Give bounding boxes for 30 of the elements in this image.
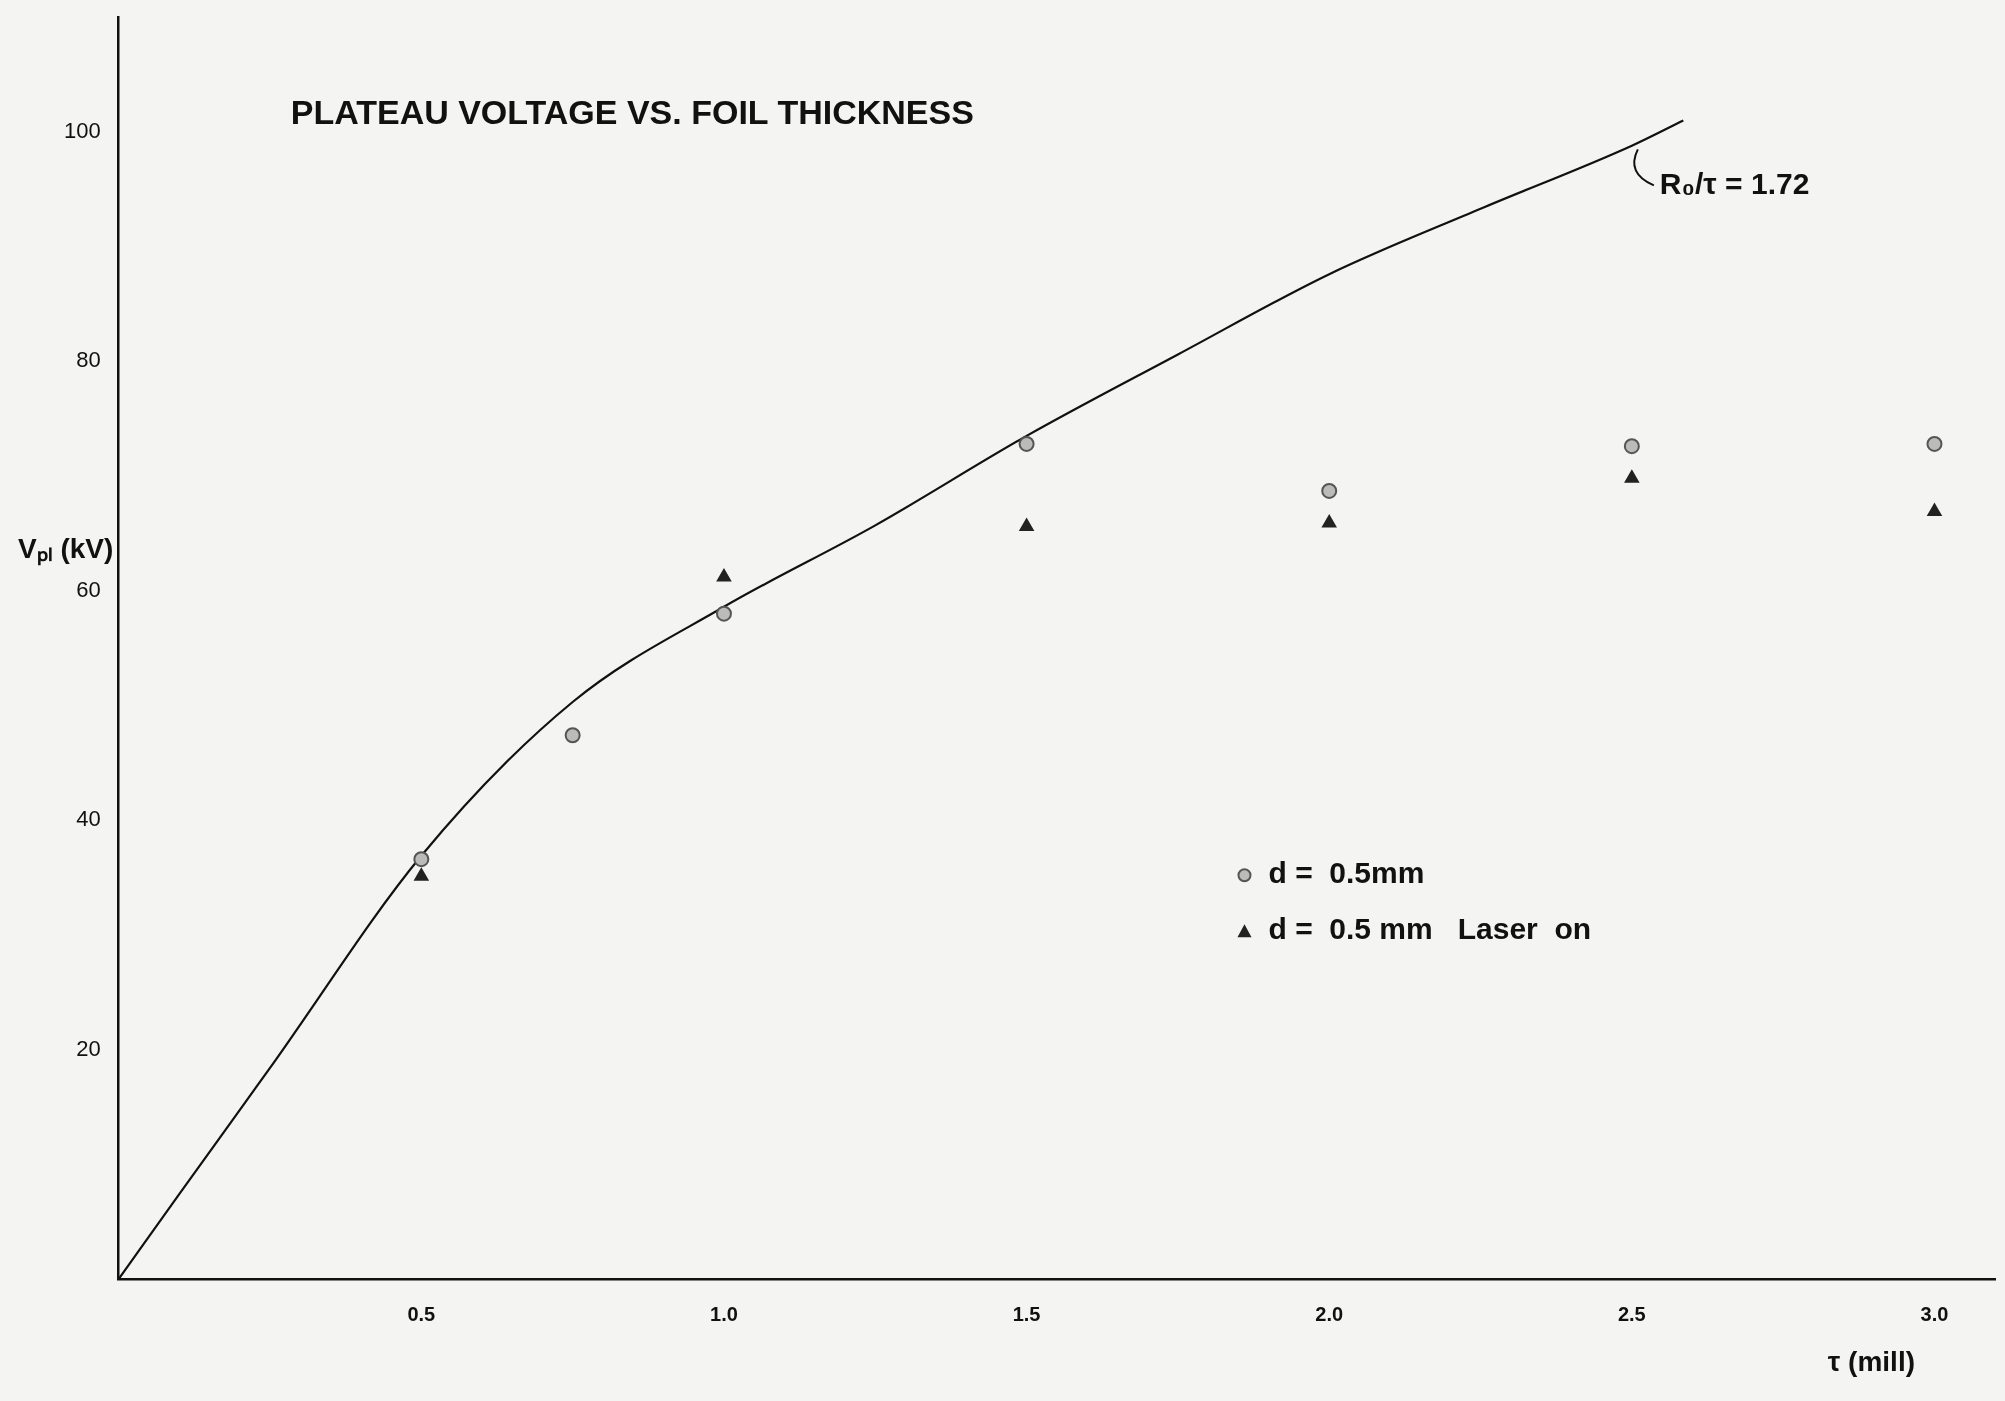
x-tick-label: 1.5 — [1012, 1302, 1041, 1325]
x-axis-title: τ (mill) — [1827, 1345, 1915, 1377]
point — [414, 868, 429, 881]
text: PLATEAU VOLTAGE VS. FOIL THICKNESS — [290, 93, 974, 132]
y-tick-label: 60 — [76, 576, 101, 602]
point — [1624, 470, 1639, 483]
legend-label: d = 0.5mm — [1268, 856, 1425, 890]
point — [564, 727, 581, 744]
legend-label: d = 0.5 mm Laser on — [1268, 912, 1592, 946]
point — [1322, 515, 1337, 528]
x-tick-label: 1.0 — [710, 1302, 738, 1325]
y-tick-label: 20 — [76, 1035, 101, 1061]
point — [716, 568, 732, 582]
x-tick-label: 2.5 — [1617, 1302, 1646, 1325]
y-tick-label: 100 — [63, 117, 101, 143]
point — [715, 605, 732, 622]
annotation: R₀/τ = 1.72 — [1659, 166, 1810, 200]
point — [1018, 435, 1035, 452]
point — [1321, 482, 1338, 499]
point — [413, 851, 430, 868]
x-tick-label: 2.0 — [1315, 1302, 1344, 1325]
y-axis-title: Vₚₗ (kV) — [18, 533, 114, 567]
x-tick-label: 0.5 — [407, 1302, 436, 1325]
point — [1019, 518, 1034, 532]
y-tick-label: 80 — [76, 347, 101, 373]
point — [1623, 438, 1640, 455]
x-tick-label: 3.0 — [1920, 1302, 1949, 1325]
point — [1926, 435, 1943, 452]
y-tick-label: 40 — [76, 806, 101, 832]
point — [1927, 503, 1942, 517]
